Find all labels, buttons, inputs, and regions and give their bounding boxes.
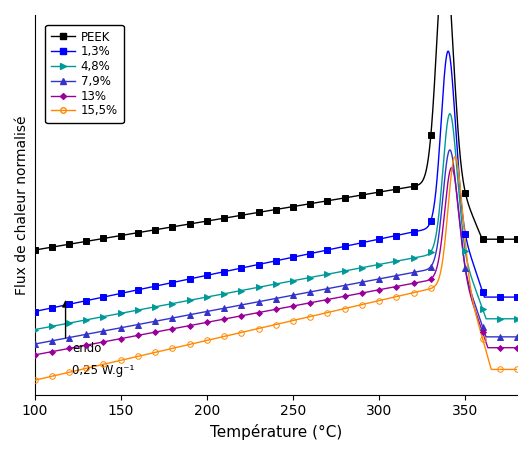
Legend: PEEK, 1,3%, 4,8%, 7,9%, 13%, 15,5%: PEEK, 1,3%, 4,8%, 7,9%, 13%, 15,5%: [45, 25, 124, 123]
Y-axis label: Flux de chaleur normalisé: Flux de chaleur normalisé: [15, 115, 29, 294]
Text: endo: endo: [72, 342, 102, 355]
Text: 0,25 W.g⁻¹: 0,25 W.g⁻¹: [72, 364, 135, 377]
X-axis label: Température (°C): Température (°C): [210, 424, 342, 440]
